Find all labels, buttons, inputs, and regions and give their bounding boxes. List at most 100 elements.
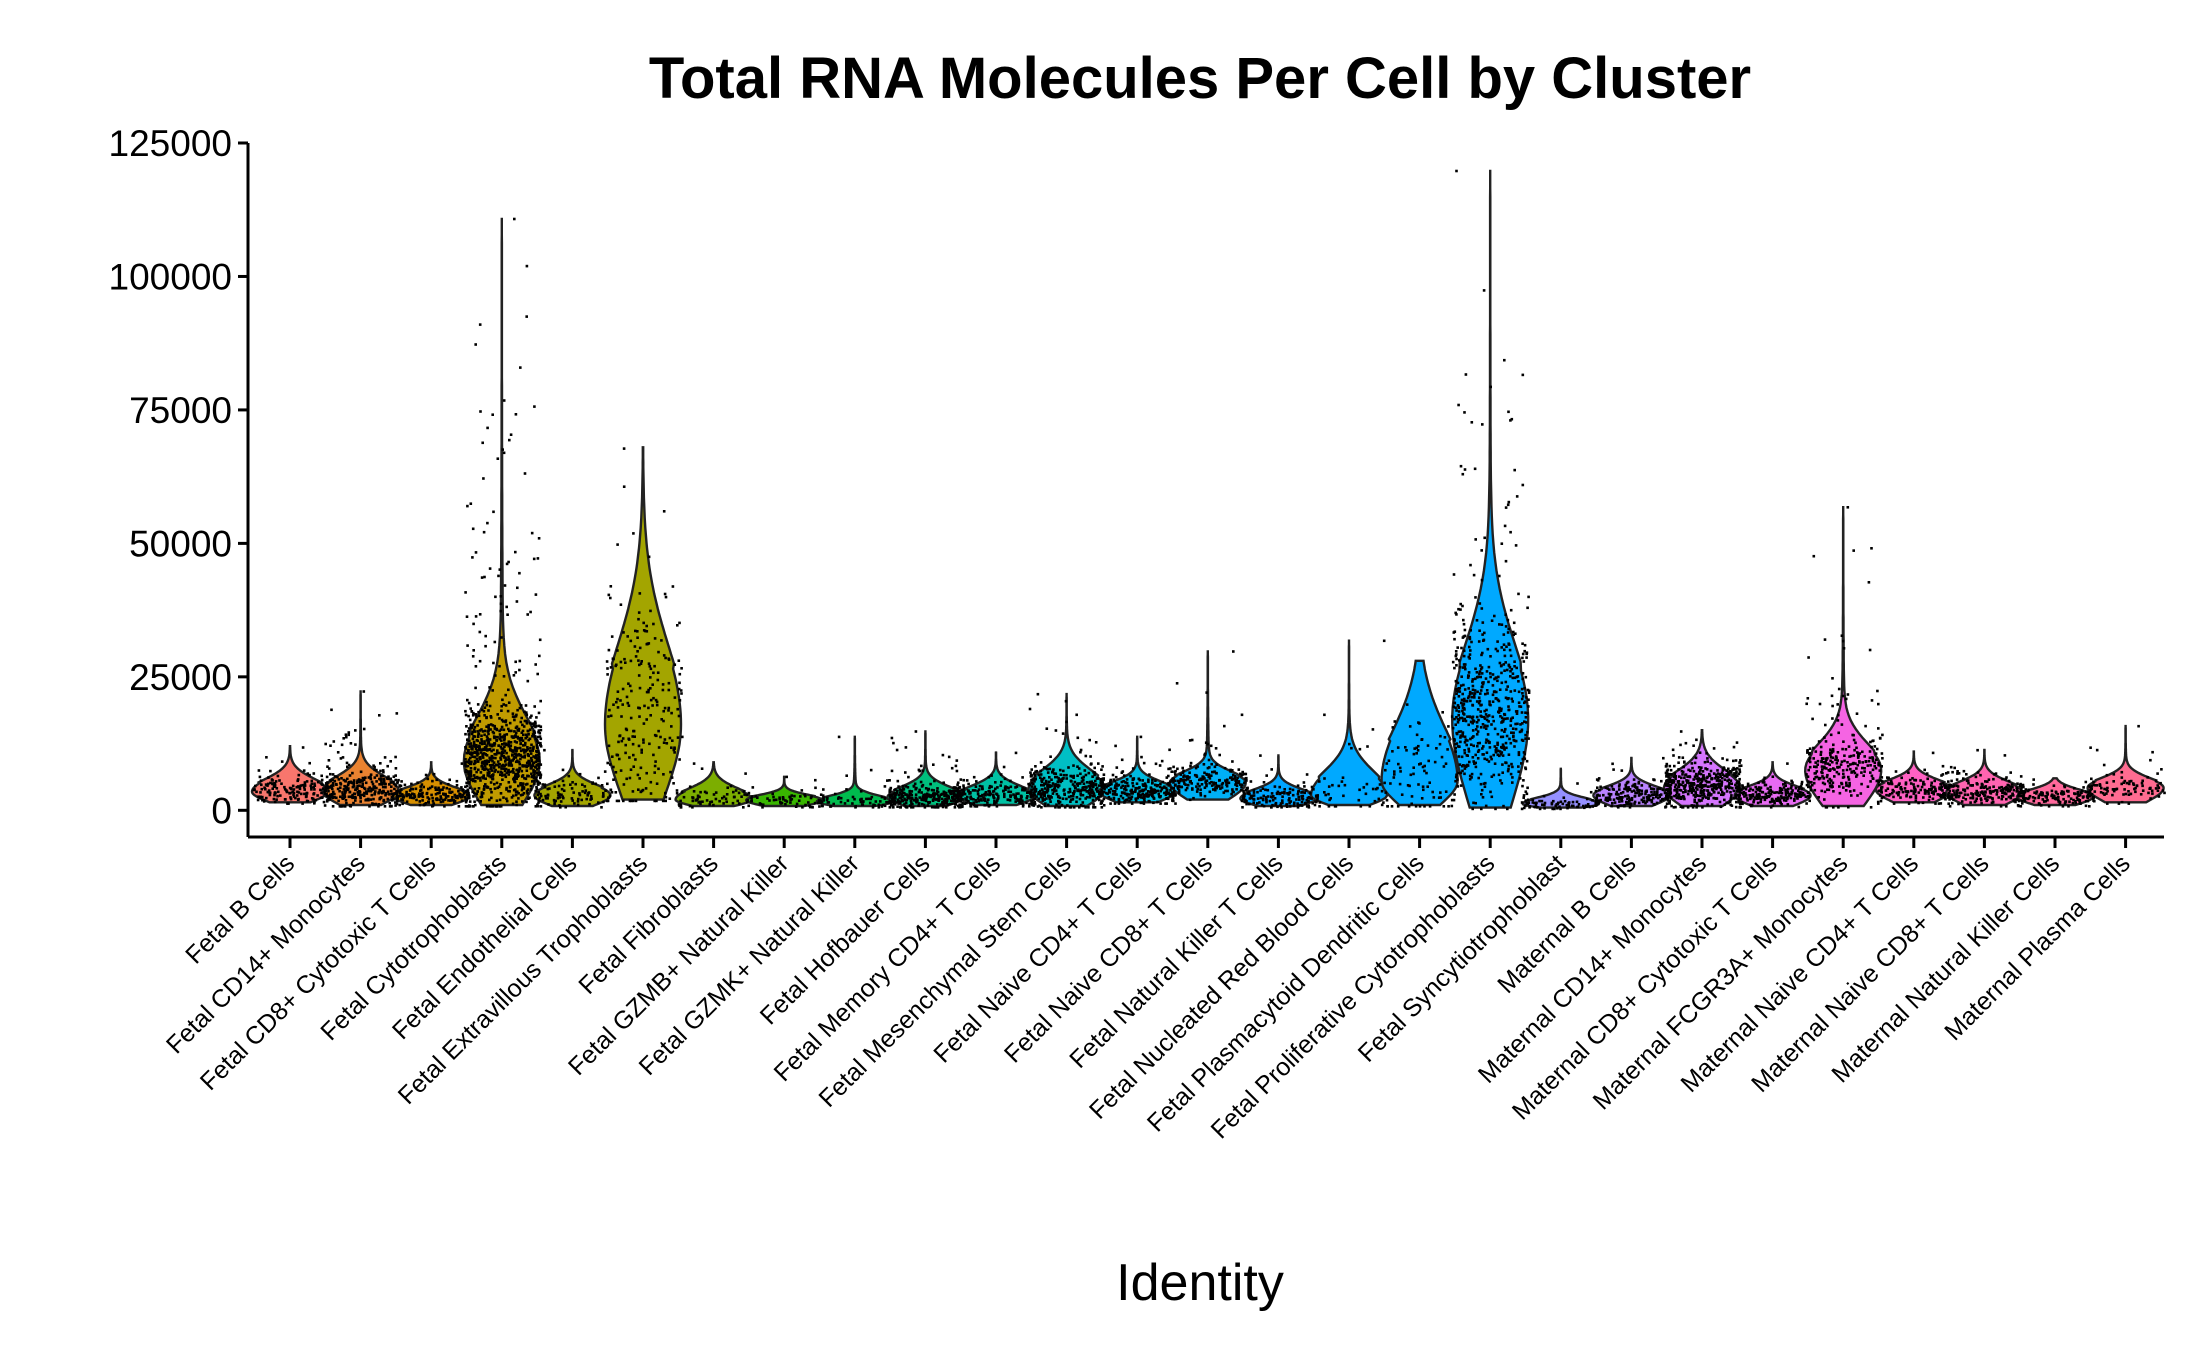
data-point — [1515, 675, 1518, 679]
data-point — [673, 696, 677, 699]
data-point — [481, 748, 485, 751]
data-point — [1718, 779, 1722, 782]
data-point — [1595, 799, 1598, 803]
data-point — [1156, 789, 1160, 793]
data-point — [1040, 779, 1043, 782]
data-point — [395, 793, 399, 797]
data-point — [513, 780, 517, 784]
data-point — [1479, 710, 1482, 713]
data-point — [1088, 793, 1092, 797]
data-point — [448, 791, 451, 794]
data-point — [607, 715, 610, 718]
data-point — [1502, 804, 1505, 808]
data-point — [1423, 769, 1426, 773]
data-point — [920, 791, 923, 794]
data-point — [1029, 775, 1033, 778]
data-point — [1172, 789, 1176, 793]
data-point — [483, 714, 486, 717]
data-point — [534, 737, 538, 741]
data-point — [529, 788, 533, 791]
data-point — [1734, 767, 1737, 771]
data-point — [483, 764, 486, 767]
data-point — [471, 778, 475, 781]
data-point — [1182, 775, 1185, 779]
data-point — [754, 795, 757, 798]
data-point — [1519, 723, 1522, 726]
data-point — [1489, 385, 1492, 389]
data-point — [1498, 688, 1502, 691]
data-point — [1440, 755, 1444, 759]
data-point — [1453, 793, 1456, 796]
data-point — [362, 690, 366, 693]
data-point — [1390, 805, 1394, 808]
data-point — [1168, 748, 1171, 752]
data-point — [430, 793, 433, 797]
data-point — [578, 772, 582, 776]
data-point — [498, 568, 502, 571]
data-point — [1463, 468, 1467, 471]
data-point — [1500, 782, 1504, 785]
data-point — [490, 749, 493, 753]
data-point — [1181, 771, 1185, 774]
data-point — [1165, 789, 1169, 793]
data-point — [918, 788, 921, 792]
data-point — [536, 803, 539, 806]
data-point — [489, 758, 493, 762]
data-point — [1664, 784, 1667, 787]
data-point — [576, 800, 580, 803]
data-point — [1485, 670, 1489, 673]
data-point — [482, 752, 486, 755]
data-point — [1476, 742, 1480, 745]
data-point — [1265, 799, 1268, 802]
data-point — [365, 798, 368, 801]
data-point — [571, 799, 574, 802]
data-point — [1459, 464, 1463, 468]
data-point — [1099, 802, 1103, 805]
data-point — [523, 743, 527, 747]
data-point — [1189, 764, 1192, 768]
data-point — [536, 780, 539, 783]
data-point — [1102, 785, 1106, 789]
data-point — [1621, 791, 1625, 794]
data-point — [1496, 732, 1500, 736]
data-point — [976, 797, 980, 800]
data-point — [1525, 656, 1528, 659]
data-point — [1712, 796, 1715, 800]
data-point — [1045, 727, 1049, 730]
data-point — [1039, 776, 1042, 779]
data-point — [910, 806, 913, 809]
data-point — [486, 738, 490, 741]
data-point — [1485, 738, 1488, 741]
data-point — [392, 780, 395, 784]
data-point — [372, 764, 375, 767]
data-point — [517, 784, 520, 788]
data-point — [638, 663, 641, 667]
data-point — [936, 790, 940, 794]
data-point — [1475, 700, 1479, 703]
data-point — [1393, 773, 1396, 776]
data-point — [514, 550, 517, 554]
data-point — [633, 645, 637, 648]
data-point — [483, 706, 487, 709]
data-point — [1696, 784, 1699, 788]
data-point — [1080, 776, 1084, 780]
data-point — [455, 784, 459, 787]
data-point — [504, 756, 507, 760]
data-point — [439, 797, 443, 800]
data-point — [578, 792, 581, 795]
data-point — [621, 703, 624, 706]
data-point — [444, 792, 447, 796]
data-point — [699, 802, 702, 806]
data-point — [1103, 787, 1106, 791]
data-point — [1128, 793, 1131, 796]
data-point — [661, 688, 665, 692]
data-point — [1064, 699, 1068, 703]
data-point — [505, 605, 508, 609]
data-point — [1186, 778, 1190, 781]
data-point — [955, 759, 959, 762]
data-point — [471, 714, 475, 717]
data-point — [917, 802, 921, 805]
data-point — [1457, 690, 1460, 693]
data-point — [1009, 785, 1013, 789]
data-point — [872, 803, 875, 807]
